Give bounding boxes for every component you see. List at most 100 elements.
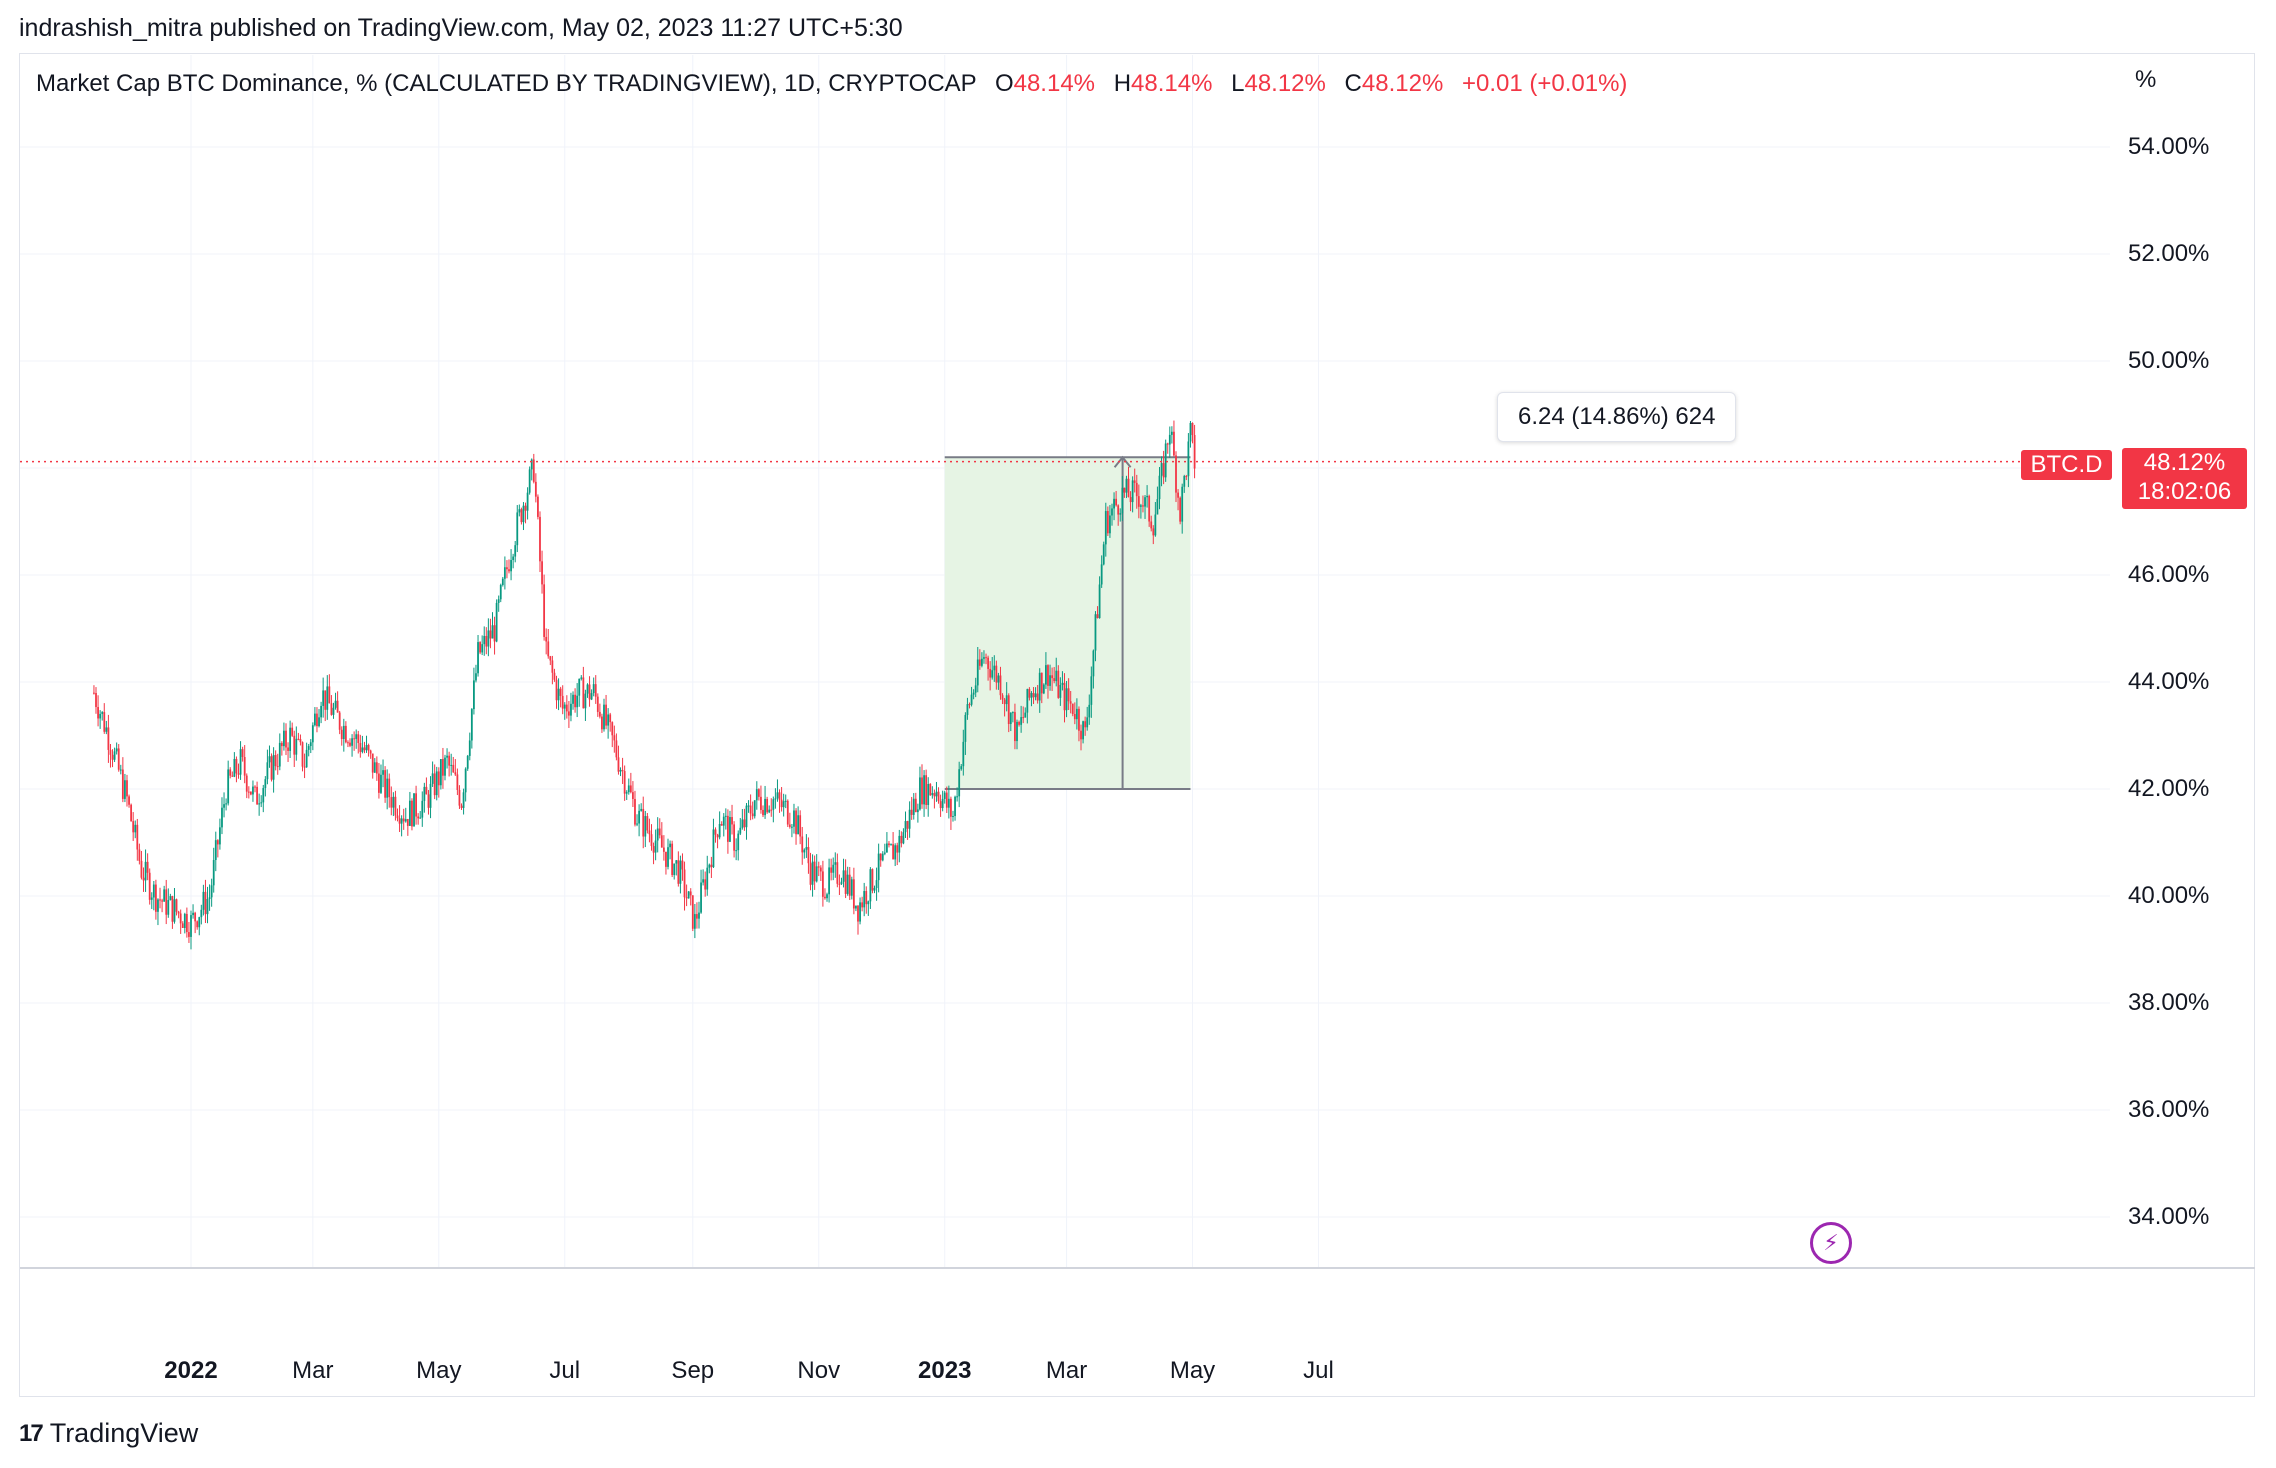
candle-body <box>1160 463 1163 476</box>
candle-body <box>1133 480 1136 483</box>
candle-body <box>1191 422 1194 436</box>
candle-body <box>413 793 415 827</box>
candle-body <box>278 742 281 767</box>
candle-body <box>625 792 628 794</box>
candle-body <box>762 809 764 816</box>
candle-body <box>283 730 285 747</box>
candle-body <box>598 711 601 717</box>
candle-body <box>349 742 351 746</box>
candle-body <box>291 727 294 736</box>
measure-range-box[interactable] <box>944 457 1191 789</box>
candle-body <box>902 832 905 844</box>
candle-body <box>646 816 649 831</box>
candle-body <box>844 870 847 894</box>
candle-body <box>830 867 833 873</box>
candle-body <box>809 863 812 885</box>
candle-body <box>603 704 605 730</box>
candle-body <box>636 823 638 825</box>
candle-body <box>491 625 494 639</box>
candle-body <box>914 798 917 813</box>
candle-body <box>344 725 347 743</box>
candle-body <box>196 921 199 928</box>
candle-body <box>508 569 510 572</box>
candle-body <box>309 742 312 747</box>
brand-footer[interactable]: 17 TradingView <box>19 1418 198 1449</box>
candle-body <box>642 808 645 837</box>
candle-body <box>867 901 870 905</box>
candle-body <box>179 913 182 924</box>
price-scale-label: 42.00% <box>2128 775 2210 802</box>
candle-body <box>464 768 467 793</box>
candle-body <box>667 847 669 867</box>
candle-body <box>404 819 407 822</box>
time-scale-label: Mar <box>292 1357 334 1384</box>
candle-body <box>613 735 616 741</box>
price-scale-label: 46.00% <box>2128 561 2210 588</box>
candle-body <box>270 756 273 780</box>
candle-body <box>826 894 828 899</box>
candle-body <box>1034 693 1037 698</box>
candle-body <box>212 860 215 886</box>
candle-body <box>838 883 841 885</box>
candle-body <box>146 861 149 873</box>
candle-body <box>369 750 372 754</box>
candle-body <box>216 840 219 845</box>
candle-body <box>590 693 593 700</box>
candle-body <box>1181 486 1184 522</box>
candle-body <box>264 779 267 789</box>
candle-body <box>342 725 345 740</box>
price-scale-label: 50.00% <box>2128 347 2210 374</box>
candle-body <box>615 740 618 758</box>
legend-low-label: L <box>1231 70 1245 97</box>
candle-body <box>1113 498 1115 509</box>
candle-body <box>1142 505 1144 507</box>
candle-body <box>390 797 393 808</box>
candle-body <box>1071 703 1074 715</box>
candle-body <box>983 657 985 659</box>
candle-body <box>105 727 108 732</box>
candle-body <box>347 742 349 744</box>
lightning-icon[interactable]: ⚡ <box>1810 1222 1852 1264</box>
candle-body <box>378 773 380 793</box>
candle-body <box>124 780 126 799</box>
candle-body <box>673 863 676 875</box>
candle-body <box>716 834 719 838</box>
candle-body <box>572 694 574 704</box>
candle-body <box>968 704 971 706</box>
candle-body <box>103 712 106 732</box>
candle-body <box>985 657 987 659</box>
candle-body <box>675 860 678 864</box>
candle-body <box>1078 708 1080 731</box>
candle-body <box>493 625 496 642</box>
candle-body <box>1135 482 1138 497</box>
candle-body <box>623 771 626 794</box>
candle-body <box>1140 505 1142 507</box>
candle-body <box>1051 675 1054 679</box>
candle-body <box>1146 495 1148 498</box>
candle-body <box>200 909 203 918</box>
candle-body <box>518 509 521 513</box>
candle-body <box>417 816 420 819</box>
candle-body <box>497 599 500 603</box>
candle-body <box>256 786 258 805</box>
candle-body <box>357 734 360 744</box>
candle-body <box>1183 476 1186 487</box>
candle-body <box>221 807 223 828</box>
candle-body <box>115 748 118 752</box>
candle-body <box>1059 684 1062 698</box>
candle-body <box>803 849 806 853</box>
legend-change: +0.01 (+0.01%) <box>1461 70 1628 97</box>
candle-body <box>1127 478 1130 498</box>
candle-body <box>487 630 490 647</box>
candle-body <box>561 695 564 709</box>
legend-high-value: 48.14% <box>1131 70 1213 97</box>
candle-body <box>760 796 762 810</box>
candle-body <box>252 786 254 795</box>
candle-body <box>479 642 481 653</box>
candle-body <box>817 866 820 868</box>
candle-body <box>729 817 731 842</box>
candle-body <box>557 688 560 701</box>
candle-body <box>311 725 314 743</box>
candle-body <box>848 874 851 896</box>
